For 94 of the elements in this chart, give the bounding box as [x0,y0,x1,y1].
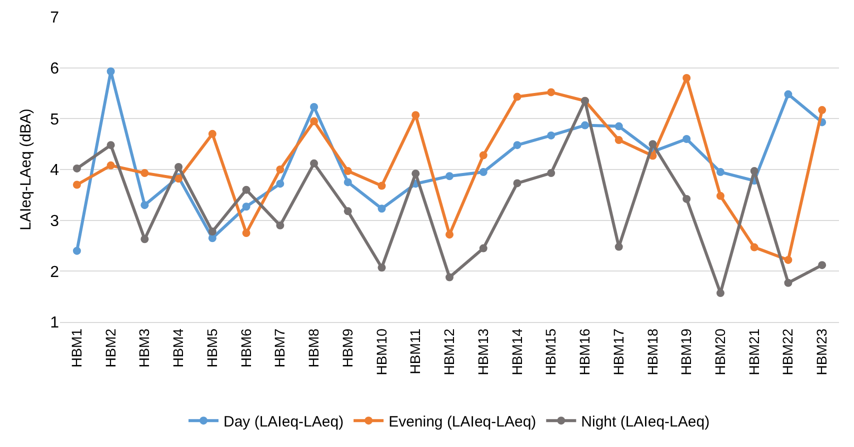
y-tick-label: 1 [50,314,60,332]
point [208,234,216,242]
point [446,172,454,180]
point [818,106,826,114]
point [513,92,522,101]
point [818,261,826,270]
point [412,170,420,178]
point [310,159,318,168]
point [106,141,115,150]
point [276,221,284,230]
point [682,135,691,143]
x-tick-label: HBM5 [204,328,220,368]
x-tick-label: HBM21 [746,328,762,376]
y-tick-label: 3 [50,212,60,230]
point [784,256,792,264]
x-tick-label: HBM3 [136,328,152,368]
point [446,230,454,239]
x-tick-label: HBM6 [238,328,254,368]
point [242,229,250,238]
x-tick-label: HBM2 [102,328,118,368]
point [378,204,386,213]
point [750,243,758,252]
x-tick-label: HBM13 [474,328,491,376]
point [106,161,115,170]
point [378,182,386,190]
legend-label: Evening (LAIeq-LAeq) [388,413,536,430]
x-tick-label: HBM9 [339,328,356,368]
legend-label: Night (LAIeq-LAeq) [581,413,710,430]
x-tick-label: HBM11 [407,328,424,374]
x-tick-label: HBM15 [542,328,559,376]
point [750,167,758,176]
x-tick-label: HBM19 [678,328,694,376]
point [310,102,318,111]
point [513,179,522,188]
point [784,90,792,98]
point [242,202,250,211]
point [479,151,488,160]
point [208,228,216,236]
point [140,201,149,210]
point [242,186,250,194]
point [276,166,284,174]
point [276,180,284,188]
y-tick-label: 2 [50,264,60,281]
x-tick-label: HBM16 [576,328,593,376]
point [614,242,623,251]
x-tick-label: HBM4 [170,328,186,368]
point [140,235,149,244]
point [614,136,623,144]
point [716,192,724,200]
point [479,168,488,176]
x-tick-label: HBM8 [306,328,322,368]
point [682,74,691,82]
point [547,131,556,140]
x-tick-label: HBM18 [644,328,660,376]
point [716,168,724,176]
x-tick-label: HBM10 [373,328,390,376]
point [682,194,691,203]
point [648,140,657,148]
point [614,122,623,130]
point [412,111,420,120]
x-tick-label: HBM22 [780,328,796,376]
x-tick-label: HBM20 [712,328,728,376]
point [72,180,81,189]
point [344,167,352,176]
point [378,264,386,272]
y-tick-label: 5 [50,111,60,128]
point [716,289,724,298]
y-tick-label: 4 [50,162,60,180]
point [72,246,81,255]
point [344,207,352,216]
x-tick-label: HBM7 [272,328,288,368]
x-tick-label: HBM14 [508,328,525,376]
point [784,278,792,287]
point [344,178,352,186]
point [580,121,589,130]
point [547,88,556,96]
y-tick-label: 7 [50,10,60,27]
y-axis-title: LAIeq-LAeq (dBA) [17,108,34,230]
x-tick-label: HBM1 [68,328,84,368]
point [106,67,115,76]
point [140,169,149,178]
point [208,130,216,138]
legend-label: Day (LAIeq-LAeq) [224,413,344,430]
point [547,169,556,178]
x-tick-label: HBM17 [610,328,626,376]
point [513,141,522,150]
point [72,164,81,172]
x-tick-label: HBM12 [441,328,458,376]
point [310,117,318,126]
point [446,273,454,282]
point [479,244,488,252]
x-tick-label: HBM23 [814,328,830,376]
point [174,162,183,171]
y-tick-label: 6 [50,60,60,78]
